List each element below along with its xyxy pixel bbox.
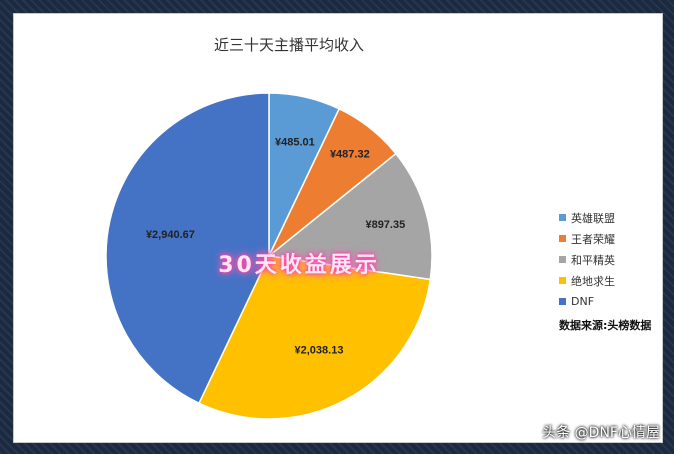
legend-item-3: 和平精英	[559, 249, 615, 270]
slice-value-label-3: ¥897.35	[365, 219, 405, 231]
legend-swatch	[559, 298, 566, 305]
chart-panel: 近三十天主播平均收入 ¥485.01 ¥487.32 ¥897.35 ¥2,038.1…	[13, 13, 663, 443]
legend-item-1: 英雄联盟	[559, 207, 615, 228]
pie-slice-3	[267, 152, 433, 281]
legend-label: 绝地求生	[571, 274, 615, 288]
pie-chart: ¥485.01 ¥487.32 ¥897.35 ¥2,038.13 ¥2,940.67	[105, 92, 433, 420]
slice-value-label-5: ¥2,940.67	[146, 229, 195, 241]
chart-title: 近三十天主播平均收入	[213, 36, 364, 54]
legend-swatch	[559, 214, 566, 221]
pie-slice-4	[198, 255, 432, 420]
legend-swatch	[559, 277, 566, 284]
data-source-note: 数据来源:头榜数据	[559, 319, 652, 332]
slice-value-label-4: ¥2,038.13	[295, 344, 344, 356]
slice-value-label-2: ¥487.32	[330, 149, 370, 161]
overlay-caption: 30天收益展示	[218, 253, 380, 278]
legend-swatch	[559, 235, 566, 242]
legend-label: DNF	[571, 295, 595, 308]
pie-slice-5	[105, 92, 270, 405]
legend-swatch	[559, 256, 566, 263]
legend-label: 和平精英	[571, 253, 615, 267]
legend: 英雄联盟王者荣耀和平精英绝地求生 DNF	[559, 207, 615, 312]
legend-label: 王者荣耀	[571, 232, 615, 246]
legend-label: 英雄联盟	[571, 211, 615, 225]
legend-item-4: 绝地求生	[559, 270, 615, 291]
slice-value-label-1: ¥485.01	[275, 137, 315, 149]
corner-watermark: 头条 @DNF心情屋	[542, 425, 660, 441]
legend-item-5: DNF	[559, 291, 615, 312]
legend-item-2: 王者荣耀	[559, 228, 615, 249]
